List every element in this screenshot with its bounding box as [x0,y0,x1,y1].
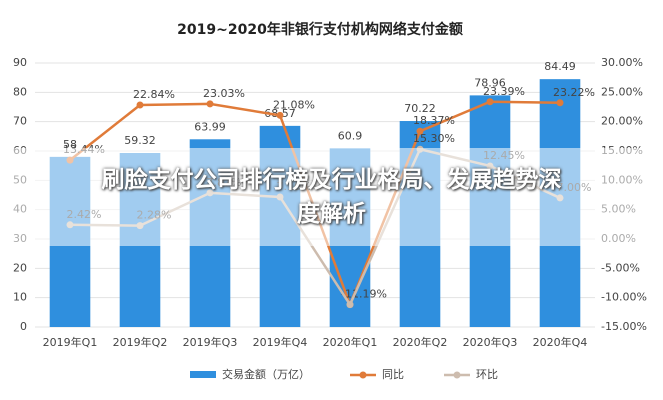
bar-label: 78.96 [474,76,506,89]
x-tick-label: 2020年Q2 [393,335,448,349]
y2-tick-label: 25.00% [601,85,643,98]
point-label: 23.39% [483,85,525,98]
y-tick-label: 90 [13,56,27,69]
bar-label: 84.49 [544,60,576,73]
bar-label: 58 [63,138,77,151]
bar-label: 63.99 [194,120,226,133]
legend-swatch [190,371,216,378]
legend-label: 环比 [476,368,498,381]
point [556,99,564,107]
y-tick-label: 80 [13,85,27,98]
point-label: 22.84% [133,88,175,101]
legend-label: 同比 [382,368,404,381]
point [206,100,214,108]
y2-tick-label: -10.00% [601,291,647,304]
y2-tick-label: -15.00% [601,320,647,333]
x-tick-label: 2019年Q1 [43,335,98,349]
y-tick-label: 0 [20,320,27,333]
y-tick-label: 10 [13,291,27,304]
y-tick-label: 20 [13,261,27,274]
point [416,127,424,135]
x-tick-label: 2019年Q3 [183,335,238,349]
x-tick-label: 2019年Q4 [253,335,308,349]
point [136,101,144,109]
bar-label: 59.32 [124,134,156,147]
legend-swatch [359,371,367,379]
chart-title: 2019~2020年非银行支付机构网络支付金额 [177,21,463,38]
legend-swatch [453,371,461,379]
point [486,98,494,106]
x-tick-label: 2020年Q4 [533,335,588,349]
y2-tick-label: -5.00% [601,261,640,274]
point-label: 23.22% [553,86,595,99]
point-label: 21.08% [273,98,315,111]
y2-tick-label: 30.00% [601,56,643,69]
point-label: -11.19% [341,288,387,301]
y-tick-label: 70 [13,115,27,128]
point [346,301,354,309]
x-tick-label: 2020年Q1 [323,335,378,349]
point-label: 15.30% [413,132,455,145]
y2-tick-label: 20.00% [601,115,643,128]
banner: 刷脸支付公司排行榜及行业格局、发展趋势深度解析 [0,148,663,246]
point [276,111,284,119]
legend-label: 交易金额（万亿） [222,367,310,381]
x-tick-label: 2019年Q2 [113,335,168,349]
bar-label: 60.9 [338,129,363,142]
point-label: 23.03% [203,87,245,100]
overlay-title: 刷脸支付公司排行榜及行业格局、发展趋势深度解析 [101,167,562,227]
x-tick-label: 2020年Q3 [463,335,518,349]
bar-label: 70.22 [404,102,436,115]
point-label: 18.37% [413,114,455,127]
